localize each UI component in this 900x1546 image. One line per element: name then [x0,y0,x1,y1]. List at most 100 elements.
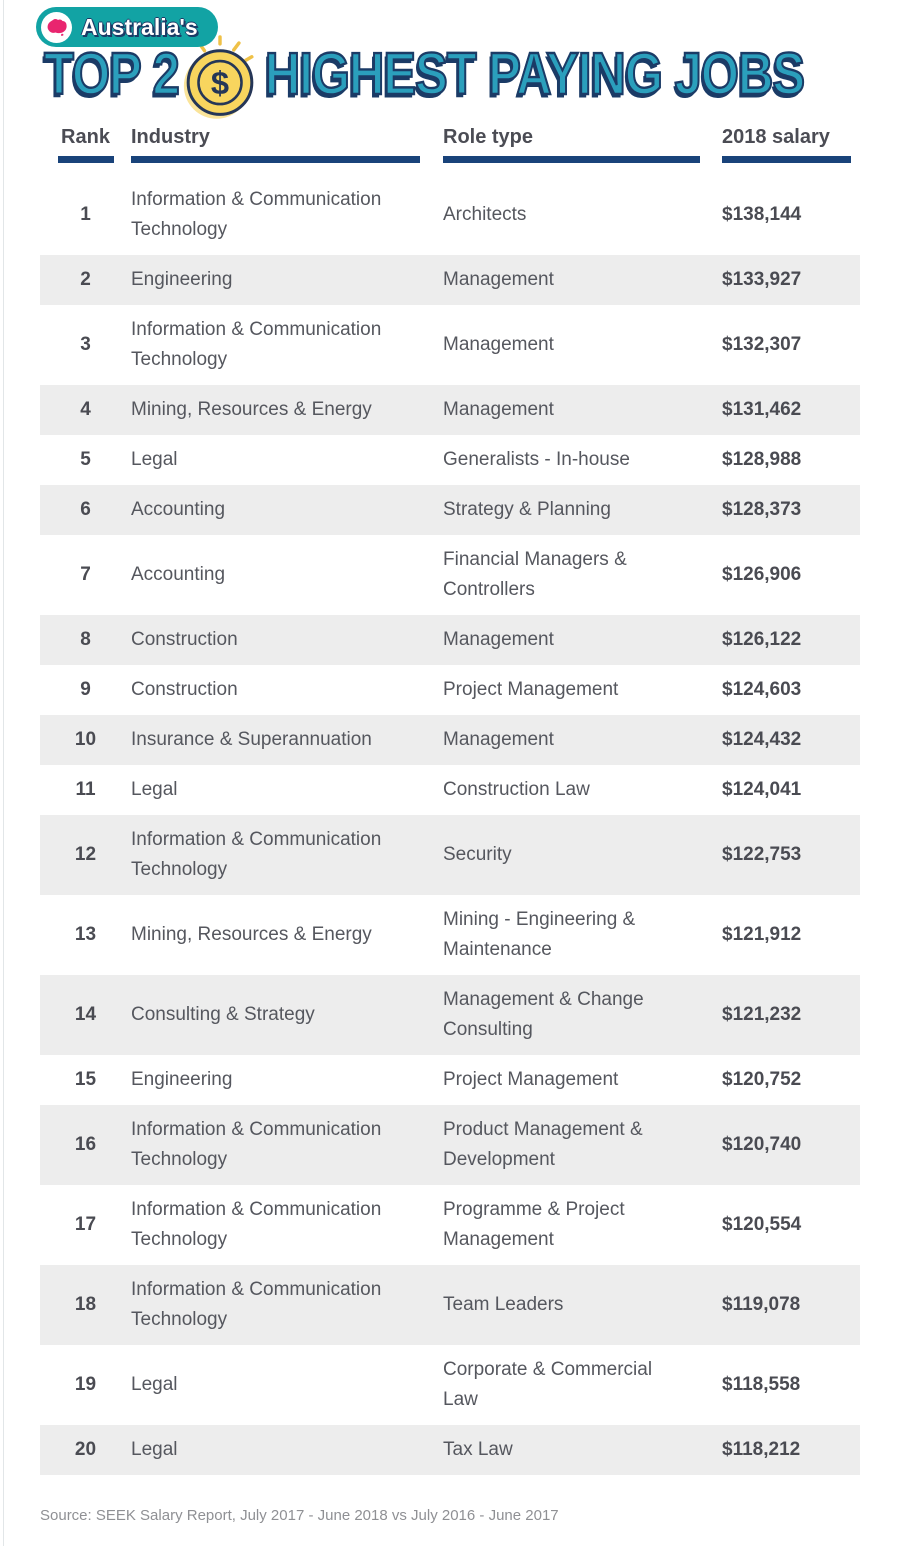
industry-cell: Accounting [131,564,226,585]
rank-cell: 10 [74,729,97,750]
title-prefix: TOP 2 [43,40,181,108]
industry-cell: Engineering [131,1069,233,1090]
salary-cell: $118,212 [722,1439,801,1460]
page-title: TOP 2 $ HIGH [43,35,900,119]
role-type-cell: Architects [443,204,527,225]
header-underline [443,156,700,163]
left-edge-line [3,0,4,1546]
industry-cell: Information & Communication Technology [131,829,382,880]
rank-cell: 16 [74,1134,97,1155]
role-type-cell: Management [443,334,554,355]
column-header-rank: Rank [40,125,131,163]
salary-table: Rank Industry Role type 2018 salary 1 In… [0,111,900,1475]
rank-cell: 7 [80,564,91,585]
title-suffix: HIGHEST PAYING JOBS [264,40,806,108]
column-header-industry: Industry [131,125,443,163]
salary-cell: $126,906 [722,564,802,585]
salary-cell: $124,432 [722,729,802,750]
australia-map-icon [41,11,72,43]
role-type-cell: Project Management [443,679,619,700]
table-row: 16 Information & Communication Technolog… [40,1105,860,1185]
role-type-cell: Generalists - In-house [443,449,630,470]
table-row: 11 Legal Construction Law $124,041 [40,765,860,815]
table-row: 1 Information & Communication Technology… [40,175,860,255]
table-row: 9 Construction Project Management $124,6… [40,665,860,715]
industry-cell: Insurance & Superannuation [131,729,372,750]
salary-cell: $118,558 [722,1374,801,1395]
role-type-cell: Strategy & Planning [443,499,611,520]
badge-label: Australia's [81,13,198,40]
role-type-cell: Project Management [443,1069,619,1090]
table-row: 20 Legal Tax Law $118,212 [40,1425,860,1475]
table-row: 7 Accounting Financial Managers & Contro… [40,535,860,615]
role-type-cell: Management [443,399,554,420]
salary-cell: $120,740 [722,1134,802,1155]
salary-cell: $124,603 [722,679,802,700]
industry-cell: Information & Communication Technology [131,319,382,370]
header-underline [722,156,851,163]
industry-cell: Information & Communication Technology [131,189,382,240]
salary-cell: $120,752 [722,1069,802,1090]
role-type-cell: Tax Law [443,1439,513,1460]
rank-cell: 8 [80,629,91,650]
rank-cell: 9 [80,679,91,700]
salary-cell: $121,912 [722,924,802,945]
rank-cell: 17 [74,1214,97,1235]
coin-dollar-symbol: $ [211,64,229,101]
table-row: 10 Insurance & Superannuation Management… [40,715,860,765]
header-underline [57,156,114,163]
industry-cell: Information & Communication Technology [131,1199,382,1250]
industry-cell: Consulting & Strategy [131,1004,315,1025]
salary-cell: $119,078 [722,1294,801,1315]
salary-cell: $131,462 [722,399,802,420]
salary-cell: $124,041 [722,779,802,800]
role-type-cell: Management & Change Consulting [443,989,644,1040]
table-row: 18 Information & Communication Technolog… [40,1265,860,1345]
australia-badge: Australia's [36,7,218,47]
rank-cell: 5 [80,449,91,470]
table-row: 6 Accounting Strategy & Planning $128,37… [40,485,860,535]
industry-cell: Information & Communication Technology [131,1119,382,1170]
table-row: 5 Legal Generalists - In-house $128,988 [40,435,860,485]
salary-cell: $132,307 [722,334,802,355]
rank-cell: 3 [80,334,91,355]
header-underline [131,156,420,163]
role-type-cell: Financial Managers & Controllers [443,549,627,600]
role-type-cell: Management [443,729,554,750]
rank-cell: 12 [74,844,97,865]
industry-cell: Information & Communication Technology [131,1279,382,1330]
industry-cell: Legal [131,1439,178,1460]
rank-cell: 20 [74,1439,97,1460]
industry-cell: Accounting [131,499,226,520]
rank-cell: 1 [80,204,91,225]
salary-cell: $121,232 [722,1004,802,1025]
industry-cell: Legal [131,449,178,470]
rank-cell: 4 [80,399,91,420]
role-type-cell: Product Management & Development [443,1119,643,1170]
role-type-cell: Management [443,269,554,290]
rank-cell: 6 [80,499,91,520]
role-type-cell: Corporate & Commercial Law [443,1359,653,1410]
role-type-cell: Team Leaders [443,1294,564,1315]
rank-cell: 19 [74,1374,97,1395]
column-header-2018-salary: 2018 salary [722,125,860,163]
table-body: 1 Information & Communication Technology… [40,175,860,1475]
header: Australia's TOP 2 [0,0,900,119]
rank-cell: 11 [75,779,96,800]
industry-cell: Legal [131,1374,178,1395]
table-row: 15 Engineering Project Management $120,7… [40,1055,860,1105]
rank-cell: 14 [74,1004,97,1025]
salary-cell: $122,753 [722,844,802,865]
industry-cell: Legal [131,779,178,800]
salary-cell: $120,554 [722,1214,802,1235]
table-row: 13 Mining, Resources & Energy Mining - E… [40,895,860,975]
rank-cell: 2 [80,269,91,290]
table-row: 3 Information & Communication Technology… [40,305,860,385]
source-note: Source: SEEK Salary Report, July 2017 - … [40,1507,559,1524]
industry-cell: Construction [131,629,238,650]
salary-cell: $128,373 [722,499,802,520]
table-row: 17 Information & Communication Technolog… [40,1185,860,1265]
salary-cell: $138,144 [722,204,802,225]
role-type-cell: Management [443,629,554,650]
